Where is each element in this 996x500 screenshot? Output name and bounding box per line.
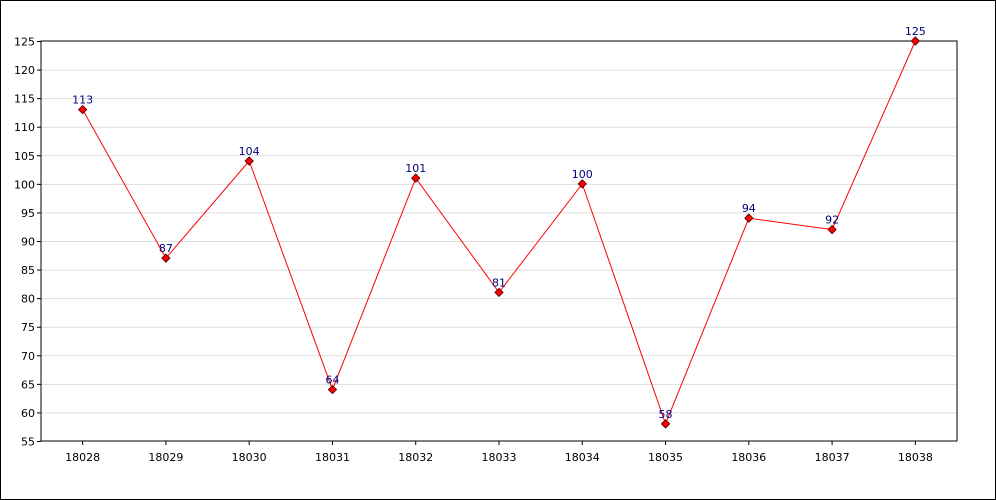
data-point-marker bbox=[744, 213, 754, 223]
data-label: 94 bbox=[742, 202, 756, 215]
x-tick-label: 18033 bbox=[482, 451, 517, 464]
grid-lines bbox=[41, 69, 957, 414]
data-label: 113 bbox=[72, 94, 93, 107]
data-label: 92 bbox=[825, 214, 839, 227]
data-label: 100 bbox=[572, 168, 593, 181]
x-tick-label: 18028 bbox=[65, 451, 100, 464]
data-label: 87 bbox=[159, 242, 173, 255]
axes: 55 60 65 70 75 80 85 90 95 100 105 110 115 120 125 1802… bbox=[14, 36, 933, 465]
data-point-marker bbox=[577, 179, 587, 189]
y-tick-label: 60 bbox=[21, 407, 35, 420]
x-tick-label: 18038 bbox=[898, 451, 933, 464]
data-point-marker bbox=[660, 419, 671, 429]
y-tick-label: 55 bbox=[21, 436, 35, 449]
x-tick-label: 18037 bbox=[815, 451, 850, 464]
x-tick-label: 18035 bbox=[648, 451, 683, 464]
y-tick-label: 65 bbox=[21, 378, 35, 391]
data-label: 81 bbox=[492, 276, 506, 289]
data-label: 64 bbox=[325, 374, 339, 387]
y-tick-label: 120 bbox=[14, 64, 35, 77]
y-tick-label: 70 bbox=[21, 350, 35, 363]
series-layer bbox=[77, 36, 921, 429]
data-point-marker bbox=[827, 224, 837, 235]
y-tick-label: 105 bbox=[14, 150, 35, 163]
x-tick-label: 18030 bbox=[232, 451, 267, 464]
y-tick-label: 110 bbox=[14, 121, 35, 134]
data-point-marker bbox=[910, 36, 921, 46]
y-tick-label: 85 bbox=[21, 264, 35, 277]
y-tick-label: 95 bbox=[21, 207, 35, 220]
x-tick-label: 18032 bbox=[398, 451, 433, 464]
y-tick-label: 90 bbox=[21, 236, 35, 249]
y-tick-label: 100 bbox=[14, 178, 35, 191]
data-point-marker bbox=[411, 173, 421, 183]
data-label: 101 bbox=[405, 162, 426, 175]
x-tick-label: 18029 bbox=[148, 451, 183, 464]
data-point-marker bbox=[161, 253, 171, 263]
data-point-marker bbox=[327, 384, 338, 395]
y-tick-label: 75 bbox=[21, 321, 35, 334]
data-label: 104 bbox=[239, 145, 260, 158]
data-labels: 113 87 104 64 101 81 100 58 94 92 125 bbox=[72, 25, 926, 421]
x-tick-label: 18034 bbox=[565, 451, 600, 464]
x-tick-label: 18036 bbox=[731, 451, 766, 464]
y-tick-label: 80 bbox=[21, 293, 35, 306]
y-tick-label: 125 bbox=[14, 36, 35, 49]
x-tick-label: 18031 bbox=[315, 451, 350, 464]
data-point-marker bbox=[77, 104, 88, 115]
data-label: 58 bbox=[659, 408, 673, 421]
y-tick-label: 115 bbox=[14, 93, 35, 106]
data-label: 125 bbox=[905, 25, 926, 38]
data-point-marker bbox=[494, 287, 504, 298]
data-point-marker bbox=[244, 156, 254, 166]
